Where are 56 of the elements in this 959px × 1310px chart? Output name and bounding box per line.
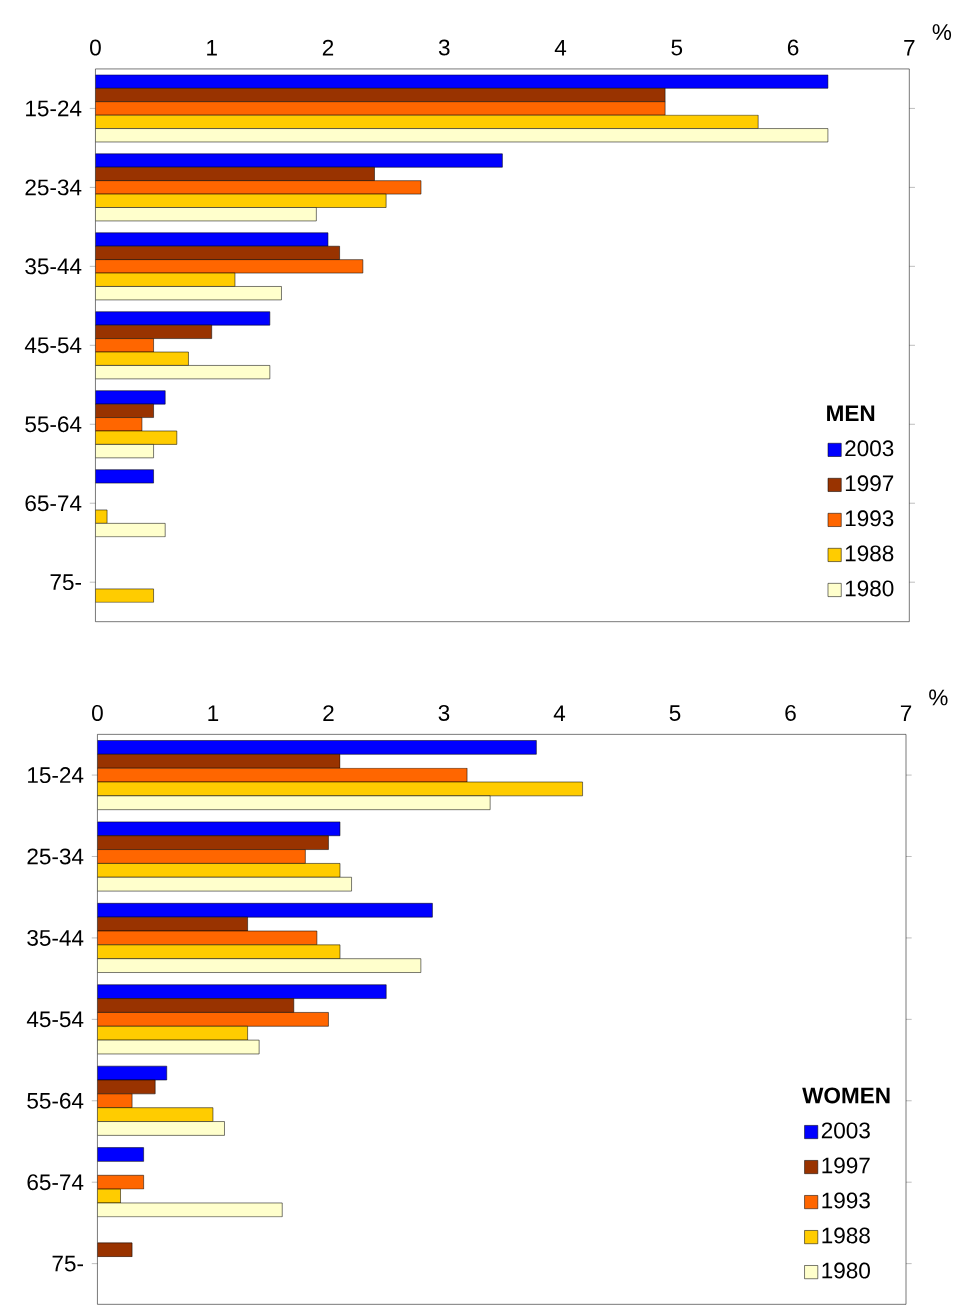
y-tick-label: 75- [50,574,81,591]
x-tick-label: 1 [208,705,218,721]
x-tick-label: 3 [438,704,450,721]
y-tick-label: 45-54 [24,337,82,354]
bar [97,863,341,878]
x-tick-label: 6 [785,704,796,721]
bar [97,740,537,755]
x-tick-label: 5 [671,39,682,56]
legend-label: 1993 [845,510,894,527]
legend-label: 1980 [845,580,894,597]
legend-label: 1988 [845,545,894,562]
x-tick-label: 5 [669,705,681,721]
y-tick-label: 65-74 [27,1174,84,1191]
x-tick-label: 4 [554,39,566,56]
legend-label: 1993 [822,1192,870,1209]
bar [97,984,387,999]
x-tick-label: 7 [900,705,911,721]
legend-label: 1997 [822,1157,870,1174]
y-tick-label: 55-64 [27,1092,84,1109]
bar [97,1107,214,1122]
legend-label: 1980 [822,1262,870,1279]
bar [97,1242,133,1257]
bar [97,795,491,810]
x-tick-label: 4 [553,705,565,721]
x-tick-label: 7 [904,39,915,56]
x-tick-label: 0 [91,704,103,721]
bar [97,1147,144,1162]
y-tick-label: 35-44 [25,258,82,275]
x-axis-title: % [928,689,948,706]
y-tick-label: 15-24 [27,767,84,784]
legend-title: WOMEN [801,1087,890,1104]
y-tick-label: 45-54 [26,1011,84,1028]
x-tick-label: 2 [322,39,333,56]
x-tick-label: 2 [323,705,334,721]
legend-label: 1997 [845,475,893,492]
legend-label: 1988 [822,1227,870,1244]
y-tick-label: 65-74 [25,495,82,512]
legend-title: MEN [826,405,874,422]
bar [97,944,341,959]
x-axis-title: % [932,24,951,40]
y-tick-label: 25-34 [27,848,84,865]
legend-label: 2003 [845,440,894,457]
bar [97,903,433,918]
legend-label: 2003 [821,1122,870,1139]
y-tick-label: 35-44 [27,929,84,946]
y-tick-label: 15-24 [25,100,82,117]
y-tick-label: 55-64 [25,416,82,433]
x-tick-label: 1 [206,39,217,56]
y-tick-label: 75- [52,1255,83,1272]
y-tick-label: 25-34 [25,179,82,196]
x-tick-label: 6 [787,39,799,56]
x-tick-label: 0 [89,39,101,56]
bar [97,1121,225,1136]
x-tick-label: 3 [438,39,450,56]
bar [95,469,154,484]
bar [97,958,421,973]
